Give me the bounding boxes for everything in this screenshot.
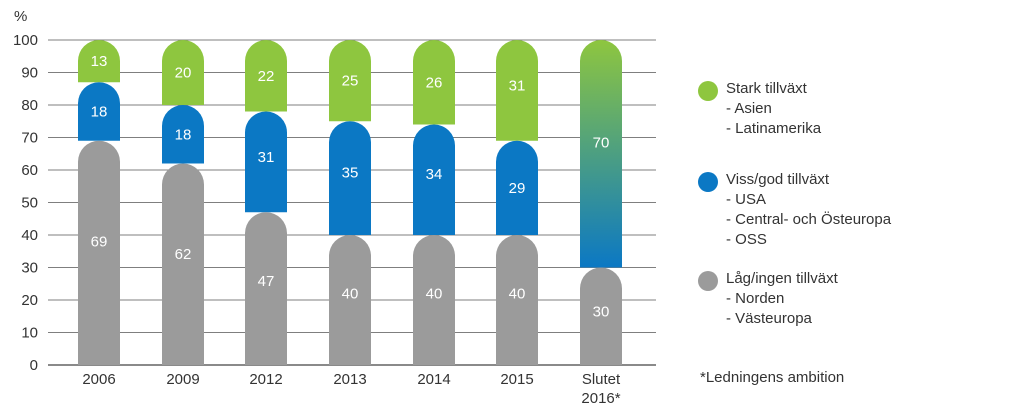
bar-segment xyxy=(413,124,455,235)
x-tick-label: Slutet xyxy=(582,371,621,388)
bar-segment xyxy=(413,235,455,365)
legend-sub: - Asien xyxy=(726,100,772,117)
bar-segment xyxy=(162,105,204,164)
bar-segment xyxy=(580,267,622,365)
y-axis-unit-label: % xyxy=(14,8,27,25)
legend-sub: - USA xyxy=(726,191,767,208)
y-tick-label: 70 xyxy=(21,130,38,147)
bar-segment xyxy=(580,40,622,268)
x-tick-labels: 2006 2009 2012 2013 2014 2015 Slutet 2016* xyxy=(82,371,621,407)
legend-sub: - Västeuropa xyxy=(726,310,812,327)
legend-title: Viss/god tillväxt xyxy=(726,171,830,188)
data-label: 31 xyxy=(258,149,275,166)
stacked-bar-chart: % 0 10 20 30 40 50 60 70 80 90 100 69 18 13 62 18 20 47 3… xyxy=(13,8,656,407)
y-tick-label: 80 xyxy=(21,97,38,114)
data-label: 34 xyxy=(426,166,443,183)
bar-segment xyxy=(78,82,120,141)
data-label: 22 xyxy=(258,68,275,85)
data-label: 18 xyxy=(91,104,108,121)
data-label: 69 xyxy=(91,234,108,251)
footnote: *Ledningens ambition xyxy=(700,369,845,386)
data-label: 35 xyxy=(342,164,359,181)
data-label: 40 xyxy=(426,286,443,303)
legend-sub: - OSS xyxy=(726,231,767,248)
data-label: 25 xyxy=(342,73,359,90)
y-tick-label: 90 xyxy=(21,65,38,82)
data-label: 31 xyxy=(509,77,526,94)
legend-sub: - Latinamerika xyxy=(726,120,822,137)
data-label: 20 xyxy=(175,65,192,82)
y-tick-label: 60 xyxy=(21,162,38,179)
legend-swatch-low-growth xyxy=(698,271,718,291)
bars xyxy=(78,40,622,365)
bar-segment xyxy=(78,40,120,83)
bar-segment xyxy=(245,212,287,365)
legend-sub: - Central- och Östeuropa xyxy=(726,211,892,228)
bar-segment xyxy=(162,40,204,105)
x-tick-label: 2012 xyxy=(249,371,282,388)
bar-segment xyxy=(496,140,538,235)
legend-title: Stark tillväxt xyxy=(726,80,807,97)
legend-title: Låg/ingen tillväxt xyxy=(726,270,838,287)
legend-swatch-some-growth xyxy=(698,172,718,192)
legend-swatch-strong-growth xyxy=(698,81,718,101)
bar-segment xyxy=(245,40,287,112)
y-tick-label: 0 xyxy=(30,357,38,374)
x-tick-label: 2013 xyxy=(333,371,366,388)
bar-segment xyxy=(413,40,455,125)
x-tick-label: 2015 xyxy=(500,371,533,388)
bar-segment xyxy=(78,140,120,365)
data-label: 40 xyxy=(509,286,526,303)
data-label: 47 xyxy=(258,273,275,290)
data-label: 40 xyxy=(342,286,359,303)
value-labels: 69 18 13 62 18 20 47 31 22 40 35 25 40 34 26 40 29 31 30 70 xyxy=(91,53,610,320)
y-tick-label: 20 xyxy=(21,292,38,309)
bar-segment xyxy=(162,163,204,365)
data-label: 13 xyxy=(91,53,108,70)
bar-segment xyxy=(329,121,371,235)
x-tick-label: 2016* xyxy=(581,390,620,407)
bar-segment xyxy=(245,111,287,213)
x-tick-label: 2014 xyxy=(417,371,450,388)
y-tick-label: 40 xyxy=(21,227,38,244)
y-tick-label: 30 xyxy=(21,260,38,277)
x-tick-label: 2009 xyxy=(166,371,199,388)
y-tick-label: 100 xyxy=(13,32,38,49)
y-tick-label: 50 xyxy=(21,195,38,212)
y-tick-labels: 0 10 20 30 40 50 60 70 80 90 100 xyxy=(13,32,38,374)
x-tick-label: 2006 xyxy=(82,371,115,388)
bar-segment xyxy=(329,40,371,122)
legend-sub: - Norden xyxy=(726,290,785,307)
data-label: 29 xyxy=(509,180,526,197)
data-label: 62 xyxy=(175,246,192,263)
bar-segment xyxy=(329,235,371,365)
bar-segment xyxy=(496,235,538,365)
bar-segment xyxy=(496,40,538,141)
data-label: 70 xyxy=(593,134,610,151)
data-label: 26 xyxy=(426,74,443,91)
data-label: 30 xyxy=(593,303,610,320)
y-tick-label: 10 xyxy=(21,325,38,342)
data-label: 18 xyxy=(175,126,192,143)
